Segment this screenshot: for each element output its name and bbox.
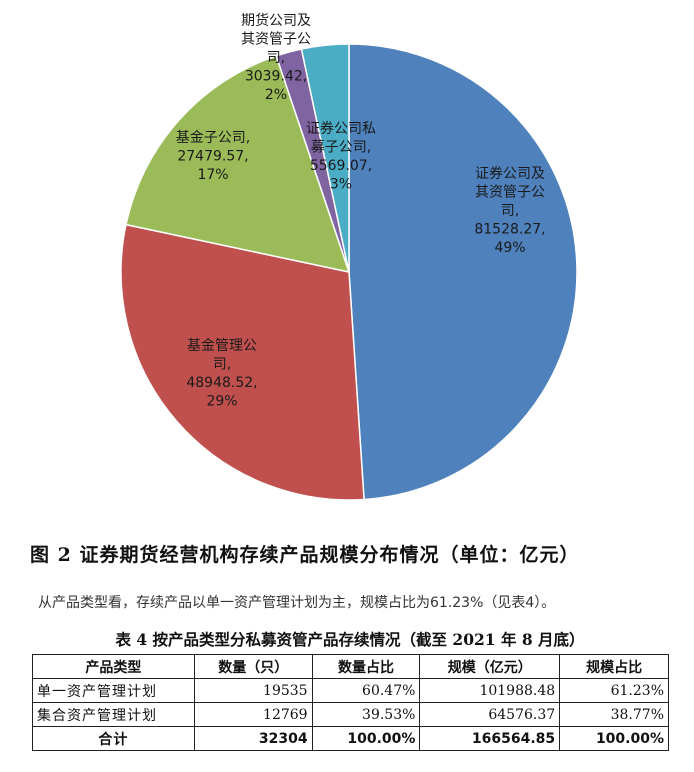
slice-label: 基金子公司, 27479.57, 17% [176,129,250,183]
pie-slice [348,43,578,501]
header-product-type: 产品类型 [32,654,195,679]
table-title: 表 4 按产品类型分私募资管产品存续情况（截至 2021 年 8 月底） [115,630,585,649]
pie-chart: 证券公司及其资管子公司, 81528.27, 49% 基金管理公司, 48948.52,… [120,12,578,501]
slice-label: 证券公司及其资管子公司, 81528.27, 49% [474,166,545,256]
cell-total-count-share: 100.00% [311,726,421,751]
pie-slice [120,223,365,501]
cell-count-share: 39.53% [311,702,421,727]
cell-product-type: 单一资产管理计划 [32,678,195,703]
slice-label: 期货公司及其资管子公司, 3039.42, 2% [241,12,311,103]
cell-total-scale-share: 100.00% [559,726,669,751]
header-scale-share: 规模占比 [559,654,669,679]
cell-product-type: 集合资产管理计划 [32,702,195,727]
cell-scale: 101988.48 [419,678,561,703]
slice-label: 基金管理公司, 48948.52, 29% [186,337,257,410]
pie-slice [300,43,350,273]
body-paragraph: 从产品类型看，存续产品以单一资产管理计划为主，规模占比为61.23%（见表4）。 [38,595,556,611]
cell-scale-share: 38.77% [559,702,669,727]
table-row: 单一资产管理计划 19535 60.47% 101988.48 61.23% [32,678,669,703]
cell-scale: 64576.37 [419,702,561,727]
figure-caption: 图 2 证券期货经营机构存续产品规模分布情况（单位：亿元） [30,544,580,566]
table-row: 集合资产管理计划 12769 39.53% 64576.37 38.77% [32,702,669,727]
product-type-table: 产品类型 数量（只） 数量占比 规模（亿元） 规模占比 单一资产管理计划 195… [32,654,669,751]
header-count: 数量（只） [193,654,313,679]
cell-total-label: 合计 [32,726,195,751]
cell-scale-share: 61.23% [559,678,669,703]
cell-count: 12769 [193,702,313,727]
cell-total-count: 32304 [193,726,313,751]
cell-count-share: 60.47% [311,678,421,703]
table-header-row: 产品类型 数量（只） 数量占比 规模（亿元） 规模占比 [32,654,669,679]
cell-count: 19535 [193,678,313,703]
cell-total-scale: 166564.85 [419,726,561,751]
slice-label: 证券公司私募子公司, 5569.07, 3% [306,121,376,193]
header-scale: 规模（亿元） [419,654,561,679]
table-total-row: 合计 32304 100.00% 166564.85 100.00% [32,726,669,751]
pie-slice [125,54,351,274]
header-count-share: 数量占比 [311,654,421,679]
